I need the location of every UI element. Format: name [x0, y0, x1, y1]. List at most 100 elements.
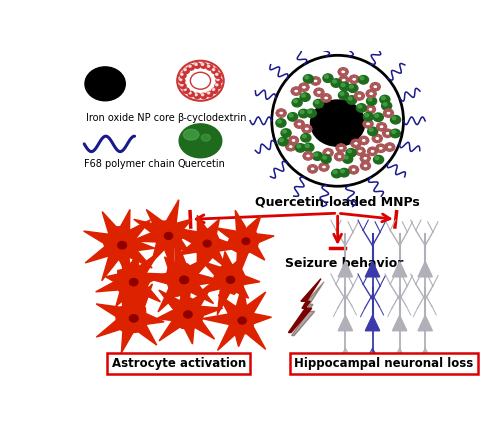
Polygon shape — [236, 284, 246, 307]
Ellipse shape — [336, 158, 338, 160]
Ellipse shape — [308, 126, 310, 127]
Ellipse shape — [356, 153, 358, 154]
Polygon shape — [106, 274, 120, 284]
Ellipse shape — [342, 68, 344, 69]
Ellipse shape — [180, 73, 183, 75]
Polygon shape — [116, 289, 130, 306]
Polygon shape — [234, 284, 248, 298]
Ellipse shape — [312, 171, 314, 173]
Polygon shape — [178, 243, 196, 255]
Ellipse shape — [296, 140, 298, 141]
Ellipse shape — [294, 146, 296, 148]
Ellipse shape — [372, 148, 374, 149]
Ellipse shape — [345, 69, 347, 70]
Ellipse shape — [292, 88, 294, 90]
Ellipse shape — [188, 65, 194, 70]
Ellipse shape — [340, 73, 342, 75]
Ellipse shape — [390, 129, 400, 138]
Ellipse shape — [288, 113, 298, 121]
Ellipse shape — [385, 115, 386, 116]
Ellipse shape — [349, 169, 350, 171]
Polygon shape — [192, 228, 220, 257]
Polygon shape — [137, 324, 156, 345]
Ellipse shape — [378, 124, 380, 125]
Polygon shape — [418, 262, 432, 277]
Ellipse shape — [309, 166, 311, 167]
Polygon shape — [229, 228, 259, 254]
Ellipse shape — [295, 87, 297, 89]
Ellipse shape — [388, 149, 390, 151]
Ellipse shape — [200, 63, 207, 68]
Ellipse shape — [360, 138, 362, 139]
Ellipse shape — [336, 154, 338, 155]
Polygon shape — [128, 248, 152, 268]
Ellipse shape — [380, 151, 382, 152]
Ellipse shape — [390, 133, 392, 134]
Ellipse shape — [366, 93, 368, 94]
Text: Seizure behavior: Seizure behavior — [284, 257, 403, 270]
Ellipse shape — [292, 93, 294, 94]
Polygon shape — [85, 246, 111, 263]
Ellipse shape — [362, 155, 364, 157]
Ellipse shape — [350, 79, 351, 80]
Ellipse shape — [384, 124, 386, 125]
Ellipse shape — [388, 143, 390, 145]
Polygon shape — [250, 245, 265, 260]
Ellipse shape — [373, 95, 375, 97]
Ellipse shape — [383, 103, 387, 106]
Ellipse shape — [208, 92, 210, 94]
Ellipse shape — [384, 126, 386, 127]
Ellipse shape — [292, 98, 302, 107]
Ellipse shape — [348, 97, 352, 100]
Ellipse shape — [342, 156, 344, 157]
Ellipse shape — [179, 78, 185, 83]
Ellipse shape — [384, 112, 386, 114]
Ellipse shape — [360, 157, 362, 159]
Ellipse shape — [370, 96, 372, 97]
Polygon shape — [164, 247, 174, 272]
Ellipse shape — [340, 82, 349, 91]
Ellipse shape — [370, 125, 372, 127]
Ellipse shape — [390, 115, 392, 116]
Ellipse shape — [180, 79, 182, 81]
Ellipse shape — [300, 93, 310, 101]
Polygon shape — [197, 253, 207, 269]
Ellipse shape — [189, 65, 191, 67]
Polygon shape — [131, 232, 156, 242]
Ellipse shape — [118, 242, 126, 249]
Ellipse shape — [374, 140, 376, 142]
Ellipse shape — [194, 93, 200, 99]
Ellipse shape — [368, 167, 369, 169]
Ellipse shape — [366, 142, 368, 143]
Ellipse shape — [340, 69, 342, 70]
Ellipse shape — [328, 100, 330, 101]
Ellipse shape — [339, 169, 349, 177]
Ellipse shape — [350, 167, 352, 169]
Ellipse shape — [302, 128, 304, 130]
Ellipse shape — [290, 143, 292, 144]
Polygon shape — [210, 240, 235, 252]
Ellipse shape — [369, 153, 370, 154]
Ellipse shape — [292, 148, 294, 150]
Ellipse shape — [303, 126, 305, 127]
Ellipse shape — [296, 125, 298, 127]
Polygon shape — [119, 209, 130, 232]
Polygon shape — [173, 299, 204, 330]
Ellipse shape — [318, 78, 320, 79]
Polygon shape — [234, 332, 245, 347]
Ellipse shape — [184, 88, 186, 91]
Ellipse shape — [325, 94, 327, 96]
Ellipse shape — [374, 155, 384, 164]
Ellipse shape — [332, 169, 342, 178]
Ellipse shape — [384, 148, 386, 149]
Ellipse shape — [298, 127, 300, 128]
Ellipse shape — [294, 100, 298, 103]
Polygon shape — [242, 275, 260, 285]
Ellipse shape — [340, 151, 342, 152]
Ellipse shape — [312, 152, 322, 160]
Polygon shape — [232, 251, 249, 271]
Ellipse shape — [287, 144, 289, 145]
Ellipse shape — [358, 145, 360, 146]
Ellipse shape — [324, 75, 328, 78]
Ellipse shape — [367, 111, 368, 112]
